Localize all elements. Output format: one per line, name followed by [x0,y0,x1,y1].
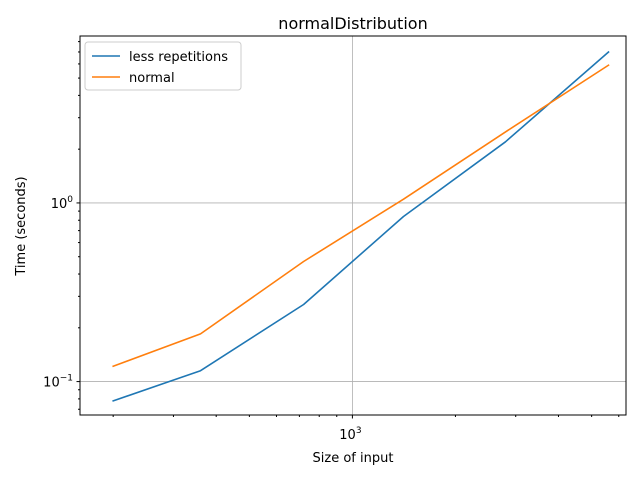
y-tick-label: 10−1 [43,374,73,391]
series [112,50,610,402]
legend: less repetitions normal [84,41,242,91]
x-tick-label: 103 [339,426,361,443]
chart-title: normalDistribution [278,14,427,33]
legend-label-2: normal [129,71,175,86]
y-axis-label: Time (seconds) [14,176,29,276]
legend-box [84,41,242,91]
ticks: 103 10−1 100 [43,41,620,443]
y-tick-label: 100 [51,195,74,212]
legend-label-1: less repetitions [129,50,228,65]
series-line-2 [112,64,610,368]
x-axis-label: Size of input [313,451,394,466]
series-line-1 [112,50,610,402]
plot-frame [79,35,627,416]
